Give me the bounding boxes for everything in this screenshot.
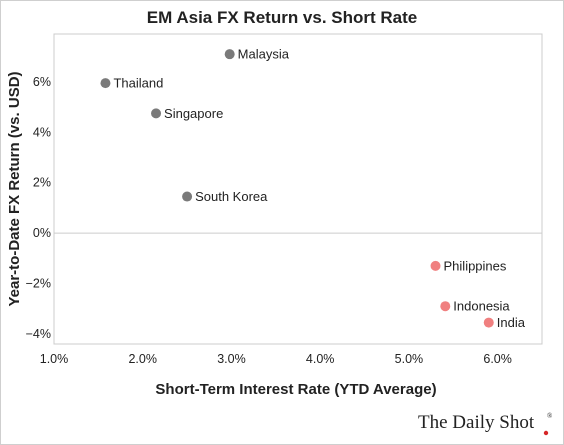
data-point [151, 108, 162, 119]
y-tick-label: −4% [26, 327, 51, 341]
y-tick-label: 0% [33, 226, 51, 240]
x-axis-label: Short-Term Interest Rate (YTD Average) [155, 381, 436, 398]
data-point-label: Malaysia [238, 47, 290, 62]
y-tick-label: 6% [33, 75, 51, 89]
data-point [224, 49, 235, 60]
brand-text: The Daily Shot [418, 412, 535, 433]
brand-dot [543, 430, 549, 436]
data-point [182, 191, 193, 202]
data-point-label: Thailand [113, 76, 163, 91]
data-point-label: Singapore [164, 106, 223, 121]
data-point [430, 260, 441, 271]
brand-reg-mark: ® [547, 412, 553, 420]
data-point [440, 301, 451, 312]
x-tick-label: 6.0% [483, 352, 512, 366]
data-point-label: Philippines [444, 258, 507, 273]
data-point-label: India [497, 315, 526, 330]
y-axis-label: Year-to-Date FX Return (vs. USD) [6, 71, 23, 306]
y-tick-labels: 6% 4% 2% 0% −2% −4% [26, 75, 51, 341]
x-tick-label: 3.0% [217, 352, 246, 366]
x-tick-label: 2.0% [128, 352, 157, 366]
x-tick-label: 5.0% [395, 352, 424, 366]
x-tick-label: 1.0% [40, 352, 69, 366]
data-point [100, 78, 111, 89]
x-tick-label: 4.0% [306, 352, 335, 366]
data-point-label: Indonesia [453, 299, 510, 314]
brand-logo: The Daily Shot ® [418, 412, 553, 436]
x-tick-labels: 1.0% 2.0% 3.0% 4.0% 5.0% 6.0% [40, 352, 512, 366]
y-tick-label: −2% [26, 277, 51, 291]
data-point [483, 317, 494, 328]
chart-title: EM Asia FX Return vs. Short Rate [147, 8, 417, 27]
y-tick-label: 2% [33, 176, 51, 190]
y-tick-label: 4% [33, 125, 51, 139]
data-point-label: South Korea [195, 189, 268, 204]
plot-area [53, 33, 543, 345]
